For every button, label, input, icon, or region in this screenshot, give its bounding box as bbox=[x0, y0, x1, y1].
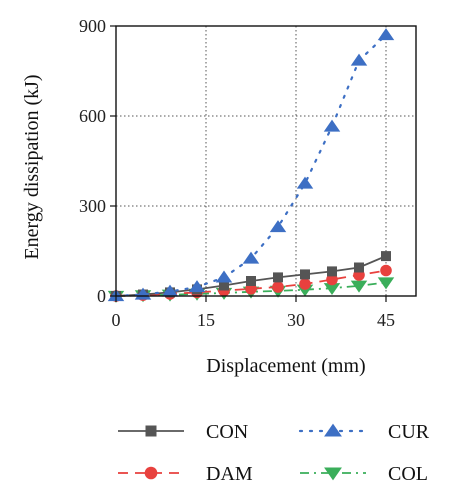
legend-item-cur: CUR bbox=[298, 421, 430, 443]
ticks: 0 15 30 45 0 300 600 900 bbox=[79, 16, 395, 330]
data-point-triangle-up bbox=[188, 280, 206, 293]
data-point-triangle-up bbox=[242, 251, 260, 264]
x-axis-title: Displacement (mm) bbox=[206, 355, 365, 377]
data-point-square bbox=[246, 276, 256, 286]
data-point-square bbox=[327, 266, 337, 277]
legend-item-col: COL bbox=[300, 463, 428, 485]
x-tick-label: 45 bbox=[377, 310, 395, 330]
data-point-triangle-down bbox=[350, 280, 368, 293]
data-point-circle bbox=[299, 278, 311, 290]
data-point-circle bbox=[144, 466, 158, 480]
data-point-square bbox=[381, 251, 391, 262]
data-point-square bbox=[145, 425, 157, 437]
legend-label: CON bbox=[206, 421, 248, 443]
data-point-square bbox=[300, 269, 310, 280]
data-point-triangle-up bbox=[161, 284, 179, 297]
y-tick-label: 600 bbox=[79, 106, 106, 126]
x-tick-label: 30 bbox=[287, 310, 305, 330]
data-point-triangle-up bbox=[377, 28, 395, 41]
series-line-cur bbox=[114, 33, 388, 298]
data-point-triangle-up bbox=[350, 53, 368, 66]
data-point-square bbox=[273, 272, 283, 283]
data-point-square bbox=[354, 262, 364, 273]
series-cur bbox=[107, 28, 395, 302]
data-point-triangle-up bbox=[324, 423, 342, 437]
data-point-triangle-down bbox=[324, 467, 342, 481]
legend-label: DAM bbox=[206, 463, 253, 485]
series-layer bbox=[107, 28, 395, 303]
legend-item-con: CON bbox=[118, 421, 248, 443]
data-point-triangle-up bbox=[323, 119, 341, 132]
legend-item-dam: DAM bbox=[118, 463, 253, 485]
data-point-triangle-down bbox=[377, 277, 395, 290]
y-tick-label: 300 bbox=[79, 196, 106, 216]
data-point-square bbox=[219, 280, 229, 291]
y-axis-title: Energy dissipation (kJ) bbox=[21, 74, 43, 259]
data-point-triangle-up bbox=[269, 220, 287, 233]
y-tick-label: 900 bbox=[79, 16, 106, 36]
series-line-col bbox=[115, 281, 387, 297]
x-tick-label: 15 bbox=[197, 310, 215, 330]
y-tick-label: 0 bbox=[97, 286, 106, 306]
legend-label: COL bbox=[388, 463, 428, 485]
legend-label: CUR bbox=[388, 421, 430, 443]
data-point-circle bbox=[380, 264, 392, 277]
grid bbox=[116, 25, 416, 296]
data-point-circle bbox=[272, 281, 284, 293]
data-point-triangle-up bbox=[296, 176, 314, 189]
data-point-triangle-down bbox=[323, 283, 341, 296]
plot-frame bbox=[115, 25, 417, 297]
data-point-circle bbox=[326, 273, 338, 286]
data-point-triangle-up bbox=[215, 270, 233, 283]
legend: CON CUR DAM COL bbox=[118, 421, 430, 485]
x-tick-label: 0 bbox=[112, 310, 121, 330]
series-line-dam bbox=[115, 269, 387, 297]
